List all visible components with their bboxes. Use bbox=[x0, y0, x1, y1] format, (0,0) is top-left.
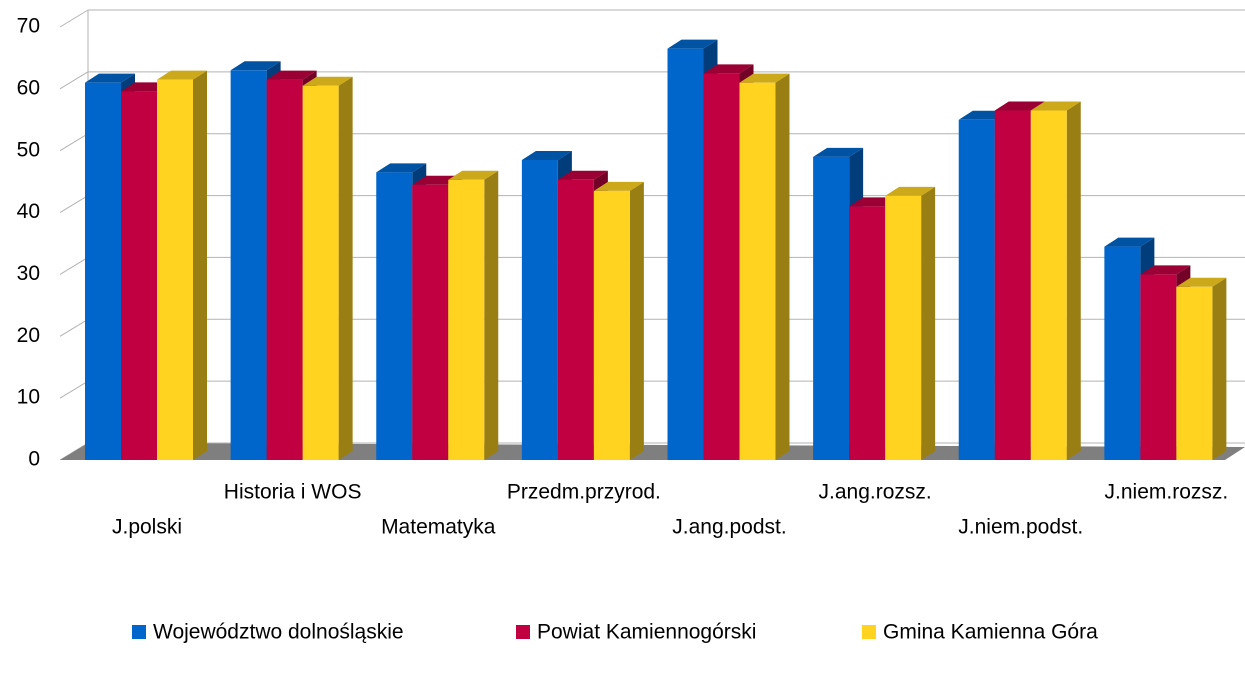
bar-top bbox=[157, 70, 207, 80]
bar-side bbox=[629, 181, 644, 460]
bar bbox=[521, 159, 558, 460]
y-tick-label: 10 bbox=[17, 386, 40, 409]
grid-line-side bbox=[59, 133, 89, 152]
bar bbox=[813, 156, 850, 460]
bar-top bbox=[703, 64, 754, 74]
grid-line-side bbox=[59, 71, 89, 90]
y-tick-label: 30 bbox=[17, 262, 40, 285]
bar bbox=[230, 70, 267, 461]
legend-label: Gmina Kamienna Góra bbox=[883, 621, 1098, 644]
bar bbox=[1104, 246, 1141, 460]
grid-line-side bbox=[59, 257, 89, 275]
bar bbox=[667, 48, 704, 461]
y-tick-label: 0 bbox=[28, 448, 40, 471]
grid-line-side bbox=[59, 9, 89, 28]
bar-top bbox=[739, 73, 790, 83]
x-tick-label: J.ang.rozsz. bbox=[819, 481, 932, 504]
bar bbox=[885, 195, 922, 460]
bar bbox=[703, 73, 740, 461]
bar bbox=[376, 172, 413, 460]
bar-top bbox=[885, 186, 936, 196]
bar-top bbox=[376, 163, 427, 173]
bar-side bbox=[1066, 101, 1081, 460]
legend-swatch bbox=[132, 625, 146, 639]
bar-top bbox=[557, 170, 608, 180]
bar-top bbox=[667, 39, 718, 49]
grid-line-side bbox=[59, 318, 89, 337]
bar bbox=[557, 179, 594, 460]
x-tick-label: J.polski bbox=[112, 516, 182, 539]
bar bbox=[1030, 110, 1067, 460]
bar bbox=[302, 85, 339, 460]
x-tick-label: J.ang.podst. bbox=[672, 516, 786, 539]
bar-top bbox=[266, 70, 317, 80]
bar-top bbox=[994, 101, 1045, 111]
x-tick-label: J.niem.podst. bbox=[958, 516, 1083, 539]
bar-top bbox=[302, 76, 353, 86]
bar bbox=[266, 79, 303, 460]
bar bbox=[412, 184, 449, 460]
bar bbox=[958, 119, 995, 461]
bar-top bbox=[1030, 101, 1081, 111]
y-tick-label: 40 bbox=[17, 200, 40, 223]
bar bbox=[85, 82, 121, 461]
bar bbox=[593, 190, 630, 460]
x-tick-label: J.niem.rozsz. bbox=[1105, 481, 1229, 504]
x-tick-label: Przedm.przyrod. bbox=[507, 481, 661, 504]
x-tick-label: Historia i WOS bbox=[224, 481, 362, 504]
bar-side bbox=[484, 170, 499, 460]
bar bbox=[448, 179, 485, 460]
y-tick-label: 70 bbox=[17, 15, 40, 38]
bar bbox=[849, 206, 886, 460]
bar-top bbox=[521, 150, 572, 160]
bar-top bbox=[1104, 237, 1155, 247]
bar bbox=[1140, 274, 1177, 460]
grid-line-side bbox=[59, 195, 89, 213]
bar-side bbox=[338, 76, 353, 460]
bar-top bbox=[1140, 265, 1191, 275]
y-tick-label: 50 bbox=[17, 138, 40, 161]
floor bbox=[60, 443, 1245, 460]
legend-swatch bbox=[862, 625, 876, 639]
legend-swatch bbox=[516, 625, 530, 639]
bar bbox=[739, 82, 776, 461]
bar-side bbox=[1212, 277, 1227, 460]
x-tick-label: Matematyka bbox=[381, 516, 496, 539]
bar-top bbox=[85, 73, 135, 83]
legend-label: Województwo dolnośląskie bbox=[153, 621, 404, 644]
bar-top bbox=[448, 170, 499, 180]
bar-side bbox=[193, 70, 207, 460]
bar bbox=[121, 91, 157, 461]
bar-top bbox=[593, 181, 644, 191]
bar bbox=[157, 79, 193, 460]
bar-top bbox=[813, 147, 864, 157]
legend-label: Powiat Kamiennogórski bbox=[537, 621, 756, 644]
bar-top bbox=[230, 61, 281, 71]
bar-side bbox=[921, 186, 936, 460]
bar bbox=[1176, 286, 1213, 460]
y-tick-label: 60 bbox=[17, 76, 40, 99]
bar-side bbox=[775, 73, 790, 461]
bar-top bbox=[1176, 277, 1227, 287]
grid-line-side bbox=[59, 380, 89, 399]
bar bbox=[994, 110, 1031, 460]
y-tick-label: 20 bbox=[17, 324, 40, 347]
